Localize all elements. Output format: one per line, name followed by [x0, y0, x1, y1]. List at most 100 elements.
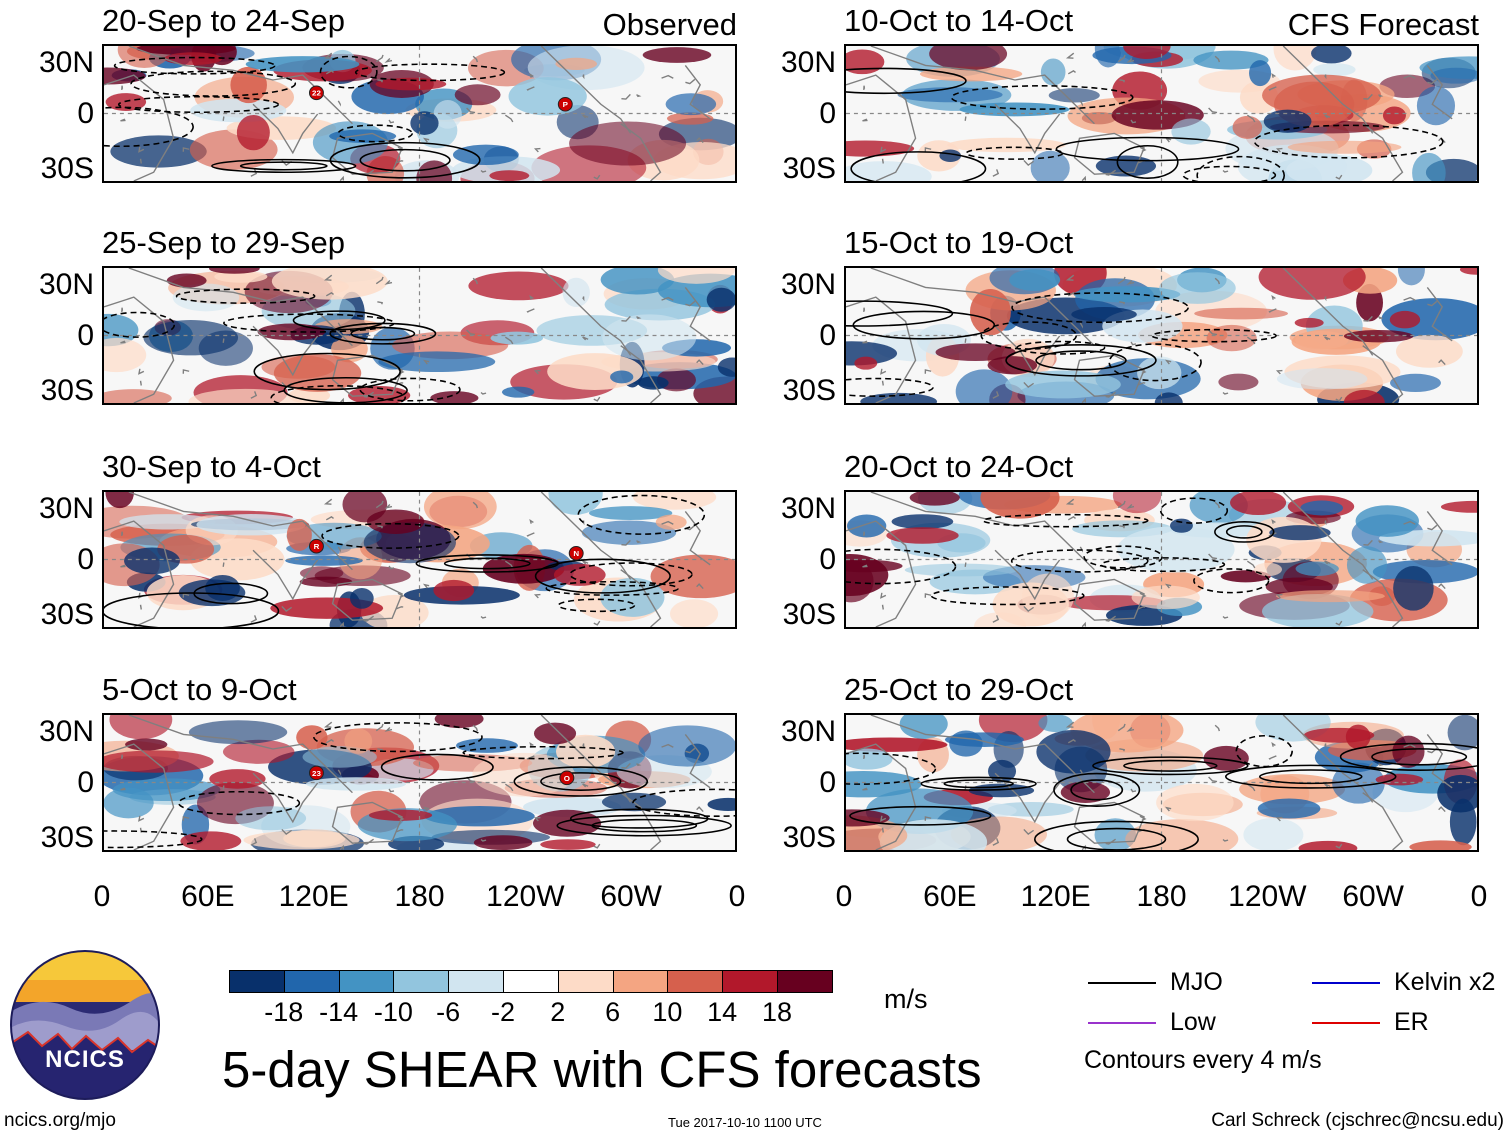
shear-anomaly-blob: [638, 725, 735, 767]
shear-anomaly-blob: [555, 57, 598, 70]
colorbar-tick-label: -6: [436, 997, 461, 1027]
colorbar-swatch: [283, 970, 340, 993]
shear-anomaly-blob: [947, 137, 1066, 153]
tropical-cyclone-icon: [309, 765, 324, 781]
mjo-contour-positive: [239, 161, 328, 171]
coastline-segment: [1126, 280, 1135, 285]
coastline-segment: [870, 46, 1095, 125]
mjo-contour-negative: [1253, 124, 1444, 159]
y-tick-label: 30N: [38, 268, 94, 302]
coastline-segment: [582, 560, 589, 565]
mjo-contour-positive: [283, 376, 408, 403]
shear-map: [846, 715, 1477, 850]
website-link[interactable]: ncics.org/mjo: [4, 1110, 116, 1131]
coastline-segment: [1138, 382, 1146, 386]
coastline-segment: [250, 838, 258, 846]
coastline-segment: [1105, 838, 1116, 845]
coastline-segment: [881, 827, 884, 833]
x-tick-label: 0: [1470, 880, 1488, 913]
coastline-segment: [388, 788, 395, 793]
coastline-segment: [992, 169, 1000, 177]
coastline-segment: [1023, 159, 1035, 166]
coastline-segment: [384, 58, 393, 63]
legend-label: Low: [1170, 1008, 1216, 1036]
coastline-segment: [582, 783, 589, 788]
shear-anomaly-core: [375, 77, 447, 91]
coastline-segment: [1105, 169, 1116, 176]
shear-anomaly-blob: [222, 739, 295, 764]
mjo-contour-positive: [253, 352, 401, 391]
shear-anomaly-core: [944, 732, 1024, 747]
coastline-segment: [863, 754, 866, 759]
figure-title: 5-day SHEAR with CFS forecasts: [222, 1041, 982, 1098]
shear-anomaly-blob: [1193, 50, 1269, 70]
credit: Carl Schreck (cjschrec@ncsu.edu): [1211, 1110, 1504, 1131]
coastline-segment: [1119, 79, 1125, 83]
mjo-contour-negative: [223, 313, 395, 333]
shear-anomaly-core: [846, 809, 890, 827]
shear-anomaly-blob: [1396, 334, 1463, 368]
legend-label: Kelvin x2: [1394, 968, 1496, 996]
mjo-contour-negative: [557, 598, 636, 613]
shear-anomaly-blob: [1412, 152, 1446, 181]
coastline-segment: [1208, 107, 1218, 114]
coastline-segment: [1335, 620, 1343, 626]
coastline-segment: [1427, 78, 1438, 85]
coastline-segment: [582, 296, 585, 302]
shear-anomaly-blob: [235, 806, 307, 831]
coastline-segment: [685, 300, 696, 307]
shear-anomaly-blob: [1275, 590, 1385, 603]
shear-map: [846, 268, 1477, 403]
tropical-cyclone-marker: O: [559, 770, 575, 786]
mjo-contour-positive: [556, 814, 732, 837]
coastline-segment: [684, 287, 711, 342]
forecast-label: CFS Forecast: [1287, 7, 1479, 42]
ncics-logo: NCICS: [10, 950, 160, 1100]
shear-anomaly-blob: [547, 353, 643, 390]
colorbar-swatch: [722, 970, 778, 993]
coastline-segment: [881, 604, 884, 610]
coastline-segment: [472, 724, 479, 732]
x-tick-label: 180: [1136, 880, 1187, 913]
coastline-segment: [337, 769, 341, 776]
shear-anomaly-blob: [1131, 585, 1200, 610]
x-tick-label: 120W: [486, 880, 565, 913]
coastline-segment: [104, 743, 175, 850]
mjo-contour-positive: [292, 310, 386, 331]
x-tick-label: 60W: [600, 880, 662, 913]
y-tick-label: 30N: [38, 492, 94, 526]
coastline-segment: [533, 147, 541, 153]
coastline-segment: [1335, 174, 1343, 180]
shear-anomaly-core: [909, 492, 960, 506]
shear-anomaly-core: [854, 356, 878, 370]
coastline-segment: [526, 308, 535, 313]
coastline-segment: [339, 844, 345, 850]
mjo-contour-positive: [1224, 764, 1397, 789]
mjo-contour-negative: [104, 830, 203, 849]
coastline-segment: [1378, 94, 1384, 98]
shear-anomaly-core: [1440, 500, 1477, 513]
coastline-segment: [964, 116, 967, 121]
coastline-segment: [1073, 578, 1145, 621]
coastline-segment: [636, 540, 642, 544]
mjo-contour-positive: [943, 779, 1014, 789]
coastline-segment: [472, 55, 479, 63]
tropical-cyclone-label: 23: [312, 769, 321, 778]
y-tick-label: 0: [77, 765, 94, 799]
coastline-segment: [661, 743, 674, 748]
colorbar-swatch: [612, 970, 669, 993]
coastline-segment: [1065, 274, 1075, 281]
coastline-segment: [128, 715, 353, 794]
coastline-segment: [1117, 500, 1126, 509]
shear-anomaly-core: [166, 273, 207, 288]
shear-anomaly-blob: [188, 388, 303, 403]
shear-anomaly-blob: [1040, 58, 1066, 86]
coastline-segment: [540, 46, 632, 134]
shear-anomaly-blob: [1125, 819, 1239, 850]
coastline-segment: [1023, 381, 1035, 388]
mjo-contour-positive: [1116, 144, 1179, 179]
mjo-contour-positive: [443, 557, 531, 570]
coastline-segment: [422, 359, 430, 365]
x-tick-label: 120E: [1020, 880, 1091, 913]
coastline-segment: [924, 593, 932, 598]
